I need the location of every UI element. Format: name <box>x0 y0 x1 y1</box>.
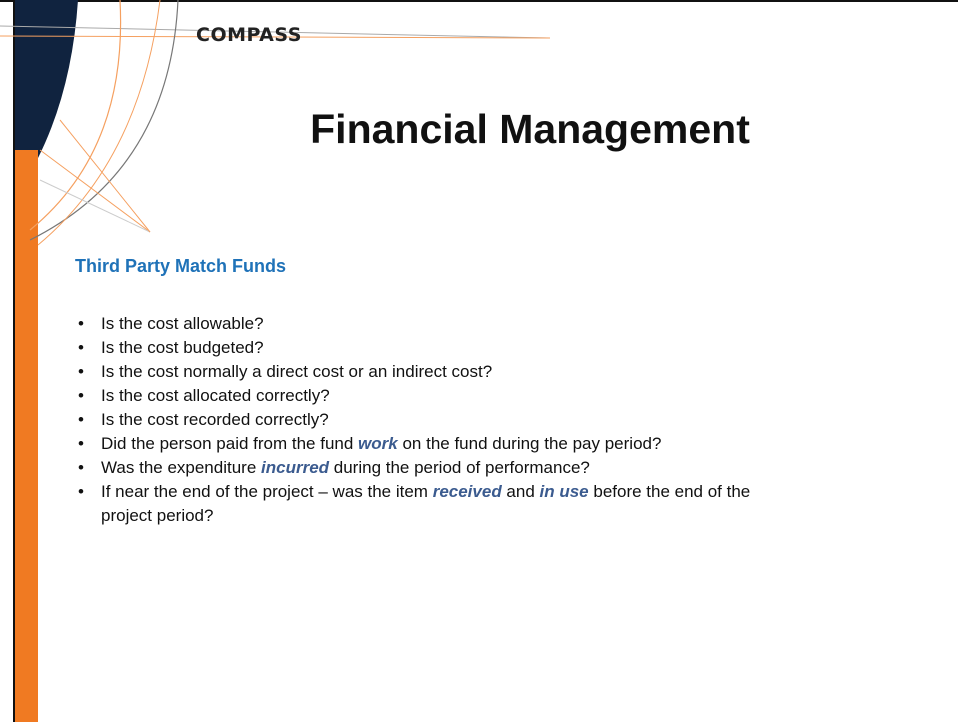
bullet-text: on the fund during the pay period? <box>397 434 662 453</box>
bullet-text: Did the person paid from the fund <box>101 434 359 453</box>
slide-title: Financial Management <box>310 106 750 152</box>
bullet-text: Is the cost recorded correctly? <box>101 410 329 429</box>
logo: COMPASS <box>196 24 302 46</box>
bullet-text: Is the cost budgeted? <box>101 338 264 357</box>
bullet-text: and <box>501 482 540 501</box>
subtitle: Third Party Match Funds <box>75 256 287 276</box>
emphasis: work <box>358 434 398 453</box>
bullet-text: Is the cost allowable? <box>101 314 264 333</box>
bullet-text: before the end of the project period? <box>101 482 751 525</box>
bullet: Did the person paid from the fund work o… <box>75 432 755 456</box>
emphasis: incurred <box>261 458 330 477</box>
bullet: Was the expenditure incurred during the … <box>75 456 755 480</box>
bullet: Is the cost budgeted? <box>75 336 755 360</box>
emphasis: in use <box>539 482 589 501</box>
bullet-text: Is the cost allocated correctly? <box>101 386 330 405</box>
emphasis: received <box>432 482 502 501</box>
bullet-list: Is the cost allowable? Is the cost budget… <box>75 312 755 528</box>
bullet: Is the cost normally a direct cost or an… <box>75 360 755 384</box>
bullet: Is the cost recorded correctly? <box>75 408 755 432</box>
bullet: Is the cost allocated correctly? <box>75 384 755 408</box>
bullet-text: Was the expenditure <box>101 458 262 477</box>
bullet-text: Is the cost normally a direct cost or an… <box>101 362 493 381</box>
bullet: If near the end of the project – was the… <box>75 480 755 528</box>
bullet-text: during the period of performance? <box>329 458 590 477</box>
bullet: Is the cost allowable? <box>75 312 755 336</box>
bullet-text: If near the end of the project – was the… <box>101 482 433 501</box>
